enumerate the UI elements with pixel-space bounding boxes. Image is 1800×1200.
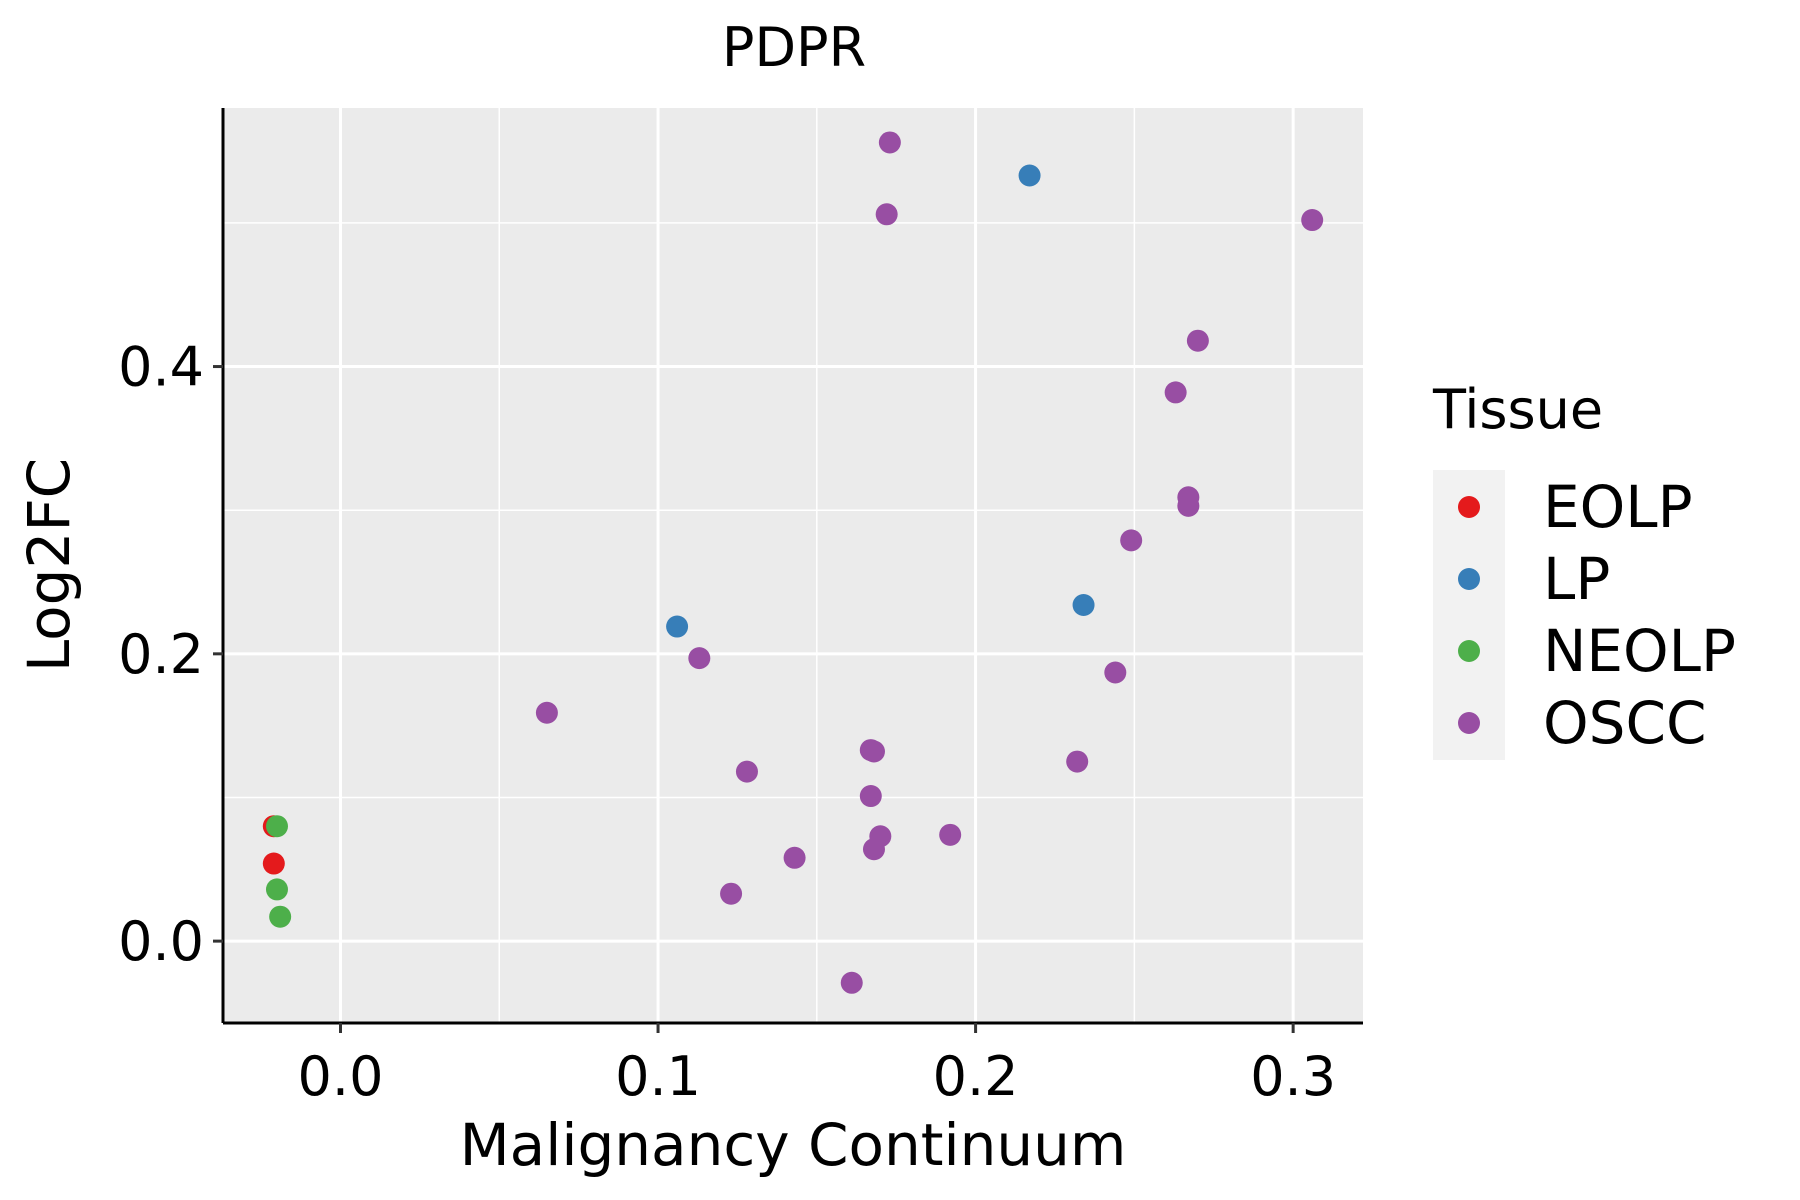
- y-axis-label: Log2FC: [15, 458, 83, 672]
- point-oscc: [878, 131, 901, 154]
- legend-label-neolp: NEOLP: [1543, 617, 1736, 685]
- legend-title: Tissue: [1432, 378, 1603, 441]
- point-lp: [666, 615, 689, 638]
- point-eolp: [262, 852, 285, 875]
- y-tick-label: 0.4: [118, 336, 204, 399]
- point-oscc: [1177, 494, 1200, 517]
- minor-gridlines: [223, 108, 1363, 1023]
- chart-title: PDPR: [722, 16, 866, 79]
- point-oscc: [688, 647, 711, 670]
- x-tick-label: 0.3: [1250, 1045, 1336, 1108]
- x-axis-label: Malignancy Continuum: [460, 1111, 1127, 1179]
- point-oscc: [862, 838, 885, 861]
- plot-panel: [223, 108, 1363, 1023]
- major-gridlines: [223, 108, 1363, 1023]
- legend-key-eolp: [1458, 496, 1480, 518]
- point-oscc: [783, 846, 806, 869]
- point-oscc: [720, 882, 743, 905]
- point-oscc: [939, 823, 962, 846]
- data-points: [262, 131, 1324, 994]
- point-oscc: [1066, 750, 1089, 773]
- point-oscc: [1164, 381, 1187, 404]
- x-axis-ticks: 0.0 0.1 0.2 0.3: [298, 1023, 1336, 1108]
- point-lp: [1072, 594, 1095, 617]
- point-lp: [1018, 164, 1041, 187]
- point-oscc: [840, 971, 863, 994]
- x-tick-label: 0.2: [933, 1045, 1019, 1108]
- y-axis-ticks: 0.0 0.2 0.4: [118, 336, 223, 973]
- point-oscc: [1186, 329, 1209, 352]
- legend-key-oscc: [1458, 712, 1480, 734]
- y-tick-label: 0.0: [118, 910, 204, 973]
- legend-label-lp: LP: [1543, 545, 1610, 613]
- legend-label-oscc: OSCC: [1543, 689, 1706, 757]
- point-oscc: [875, 203, 898, 226]
- legend-key-neolp: [1458, 640, 1480, 662]
- x-tick-label: 0.0: [298, 1045, 384, 1108]
- point-oscc: [862, 740, 885, 763]
- point-oscc: [859, 785, 882, 808]
- y-tick-label: 0.2: [118, 623, 204, 686]
- point-oscc: [535, 701, 558, 724]
- legend-key-lp: [1458, 568, 1480, 590]
- point-oscc: [1301, 209, 1324, 232]
- point-neolp: [269, 905, 292, 928]
- x-tick-label: 0.1: [615, 1045, 701, 1108]
- point-oscc: [1120, 529, 1143, 552]
- legend-label-eolp: EOLP: [1543, 473, 1693, 541]
- point-neolp: [265, 878, 288, 901]
- point-oscc: [1104, 661, 1127, 684]
- point-oscc: [735, 760, 758, 783]
- legend-key-background: [1433, 470, 1505, 760]
- point-neolp: [265, 815, 288, 838]
